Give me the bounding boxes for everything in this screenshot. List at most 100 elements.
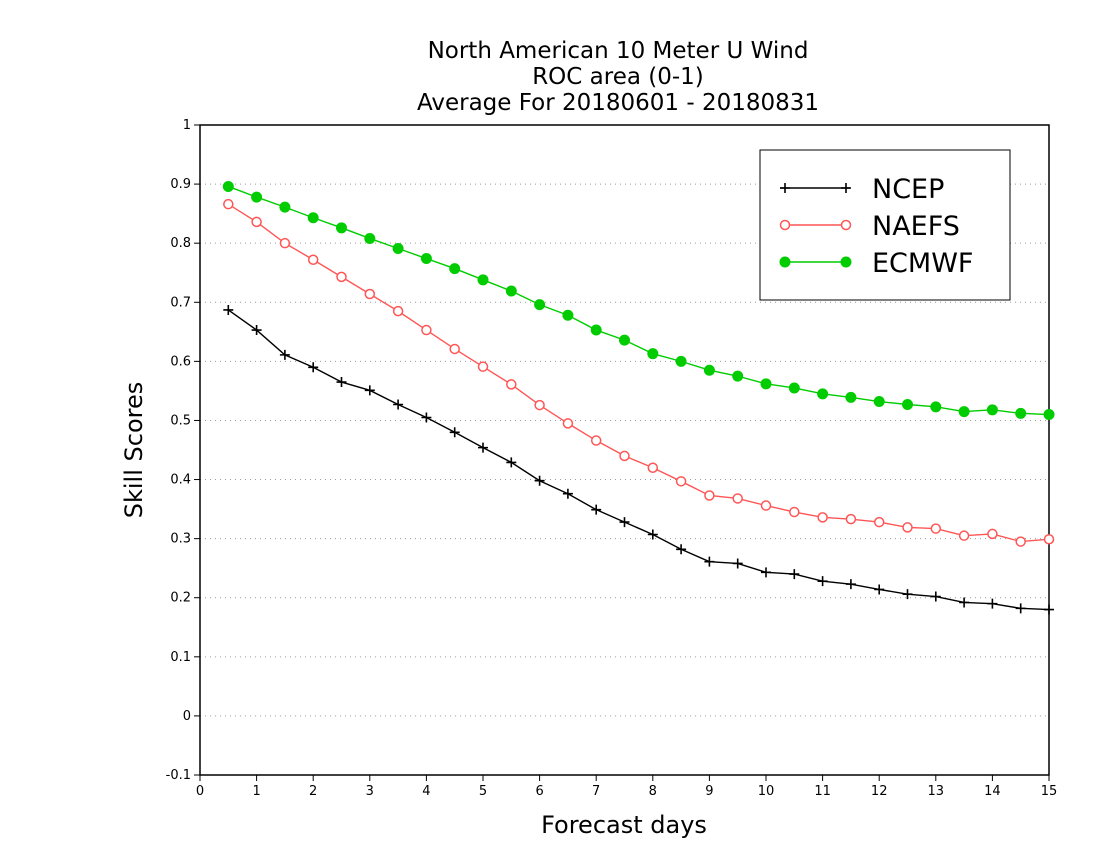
data-point-naefs xyxy=(817,512,828,523)
data-point-ecmwf xyxy=(930,401,942,413)
data-point-ecmwf xyxy=(279,201,291,213)
data-point-ncep xyxy=(223,304,234,315)
legend-marker-naefs xyxy=(840,219,852,231)
data-point-ecmwf xyxy=(675,355,687,367)
data-point-ecmwf xyxy=(392,243,404,254)
data-point-ncep xyxy=(534,475,545,486)
legend-label-ncep: NCEP xyxy=(872,174,944,205)
data-point-ecmwf xyxy=(986,404,998,416)
y-tick-label: -0.1 xyxy=(166,768,191,783)
data-point-ncep xyxy=(817,576,828,587)
y-tick-label: 0.3 xyxy=(170,532,191,547)
y-tick-label: 0.9 xyxy=(170,177,191,192)
data-point-naefs xyxy=(930,523,942,534)
data-point-ncep xyxy=(732,558,743,569)
data-point-naefs xyxy=(364,288,376,300)
data-point-ncep xyxy=(251,325,262,336)
series-ncep xyxy=(223,304,1054,615)
data-point-ecmwf xyxy=(817,388,829,400)
data-point-ecmwf xyxy=(1043,409,1055,421)
data-point-naefs xyxy=(987,528,998,540)
data-point-ncep xyxy=(364,385,375,396)
data-point-naefs xyxy=(647,462,659,473)
x-tick-label: 8 xyxy=(649,784,657,799)
data-point-ecmwf xyxy=(732,370,744,382)
data-point-naefs xyxy=(307,254,319,265)
data-point-ecmwf xyxy=(562,309,574,321)
data-point-ncep xyxy=(308,362,319,373)
legend: NCEP NAEFS ECMWF xyxy=(759,149,1011,301)
legend-marker-naefs xyxy=(779,219,791,231)
data-point-ecmwf xyxy=(534,299,546,311)
data-point-naefs xyxy=(477,361,489,372)
data-point-ecmwf xyxy=(307,212,319,224)
legend-marker-ecmwf xyxy=(779,256,791,268)
data-point-naefs xyxy=(873,516,885,528)
y-tick-label: 0.5 xyxy=(170,413,191,428)
x-tick-label: 0 xyxy=(196,784,204,799)
data-point-ecmwf xyxy=(619,334,630,346)
data-point-ncep xyxy=(1044,604,1054,615)
data-point-ncep xyxy=(959,597,970,608)
data-point-ncep xyxy=(930,591,941,602)
data-point-naefs xyxy=(223,198,234,210)
data-point-ecmwf xyxy=(251,191,263,203)
data-point-naefs xyxy=(619,450,630,462)
data-point-naefs xyxy=(336,271,347,283)
data-point-ecmwf xyxy=(420,253,432,265)
x-tick-label: 7 xyxy=(592,784,600,799)
data-point-naefs xyxy=(675,476,687,487)
x-tick-label: 10 xyxy=(758,784,775,799)
y-axis-title: Skill Scores xyxy=(120,382,148,519)
y-tick-label: 0.2 xyxy=(170,591,191,606)
chart-title: North American 10 Meter U Wind ROC area … xyxy=(417,38,819,116)
data-point-ecmwf xyxy=(845,391,857,403)
plot-area-frame xyxy=(199,124,1050,776)
data-point-naefs xyxy=(845,513,857,525)
x-tick-label: 5 xyxy=(479,784,487,799)
x-axis-title: Forecast days xyxy=(541,811,707,839)
data-point-naefs xyxy=(789,506,800,518)
x-tick-label: 13 xyxy=(928,784,945,799)
data-point-naefs xyxy=(534,399,545,411)
data-point-ncep xyxy=(704,556,715,567)
legend-label-ecmwf: ECMWF xyxy=(872,248,973,279)
y-tick-label: 0.1 xyxy=(170,650,191,665)
data-point-ncep xyxy=(279,349,290,360)
series-naefs xyxy=(223,198,1055,547)
series-layer xyxy=(222,180,1055,615)
data-point-naefs xyxy=(902,522,913,533)
data-point-ecmwf xyxy=(647,348,659,360)
title-line-3: Average For 20180601 - 20180831 xyxy=(417,90,819,116)
x-tick-label: 4 xyxy=(422,784,430,799)
data-point-ncep xyxy=(562,488,573,499)
data-point-naefs xyxy=(732,493,743,504)
data-point-ncep xyxy=(506,457,517,468)
data-point-ecmwf xyxy=(505,285,517,297)
data-point-naefs xyxy=(562,418,574,429)
x-tick-label: 6 xyxy=(535,784,543,799)
data-point-ncep xyxy=(902,589,913,600)
series-ecmwf xyxy=(222,180,1055,421)
data-point-ncep xyxy=(619,517,630,528)
data-point-ncep xyxy=(789,569,800,580)
data-point-ncep xyxy=(761,567,771,578)
y-axis: 1 0.9 0.8 0.7 0.6 0.5 0.4 0.3 0.2 0.1 0 -0.1 xyxy=(166,118,200,783)
x-tick-label: 3 xyxy=(366,784,374,799)
data-point-ncep xyxy=(874,584,885,595)
data-point-ncep xyxy=(393,399,404,410)
data-point-naefs xyxy=(392,305,404,317)
data-point-naefs xyxy=(1043,533,1055,545)
y-tick-label: 0 xyxy=(183,709,191,724)
data-point-ecmwf xyxy=(590,324,602,336)
data-point-naefs xyxy=(279,237,291,249)
data-point-ecmwf xyxy=(760,378,772,390)
data-point-naefs xyxy=(590,435,602,446)
data-point-ecmwf xyxy=(873,396,885,408)
data-point-ncep xyxy=(1015,603,1026,614)
x-tick-label: 9 xyxy=(705,784,713,799)
data-point-ecmwf xyxy=(958,406,970,418)
title-line-1: North American 10 Meter U Wind xyxy=(428,38,809,64)
